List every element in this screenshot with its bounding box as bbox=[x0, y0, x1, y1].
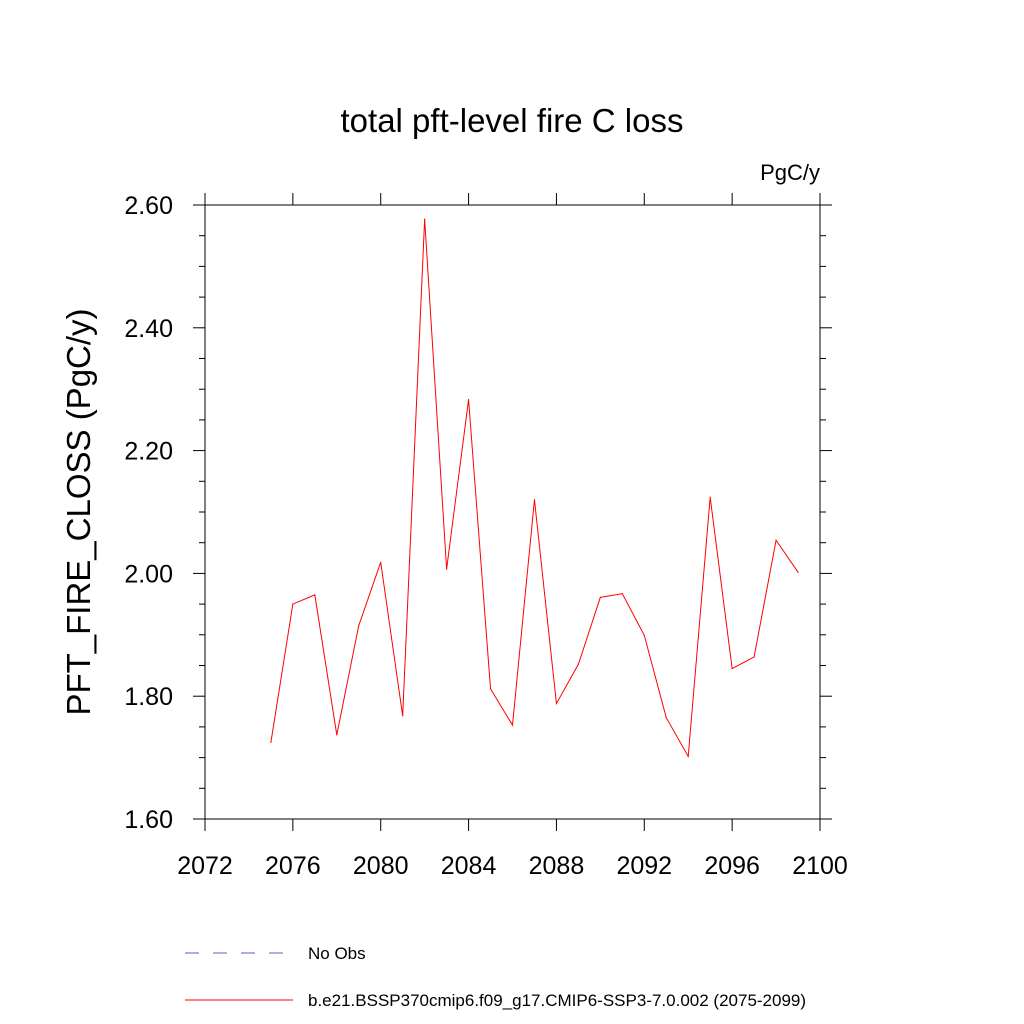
data-point-2081 bbox=[402, 715, 404, 717]
y-tick-label-1.60: 1.60 bbox=[124, 806, 173, 834]
y-tick-label-2.00: 2.00 bbox=[124, 560, 173, 588]
x-tick-label-2088: 2088 bbox=[529, 852, 585, 880]
data-point-2075 bbox=[270, 741, 272, 743]
data-point-2099 bbox=[797, 571, 799, 573]
y-tick-label-2.40: 2.40 bbox=[124, 315, 173, 343]
data-point-2086 bbox=[511, 724, 514, 726]
y-tick-label-2.60: 2.60 bbox=[124, 192, 173, 220]
data-point-2078 bbox=[336, 734, 338, 736]
axis-ticks: 2072 2076 2080 2084 2088 2092 2096 2100 1.60 1.80… bbox=[124, 192, 847, 880]
data-point-2082 bbox=[424, 218, 426, 220]
data-point-2085 bbox=[489, 688, 492, 690]
data-point-2096 bbox=[731, 667, 733, 670]
data-point-2091 bbox=[621, 593, 623, 595]
data-point-2095 bbox=[709, 496, 711, 498]
data-point-2088 bbox=[555, 702, 558, 705]
data-point-2094 bbox=[687, 755, 689, 757]
data-point-2089 bbox=[577, 663, 579, 665]
data-point-2079 bbox=[358, 624, 360, 627]
data-point-2098 bbox=[775, 539, 777, 541]
legend-label-no-obs: No Obs bbox=[308, 944, 366, 963]
plot-frame bbox=[204, 204, 821, 820]
x-tick-label-2080: 2080 bbox=[353, 852, 409, 880]
data-point-2077 bbox=[314, 594, 316, 596]
series-line-0 bbox=[270, 219, 799, 759]
x-tick-label-2072: 2072 bbox=[177, 852, 233, 880]
data-point-2093 bbox=[665, 717, 667, 719]
x-tick-label-2096: 2096 bbox=[704, 852, 760, 880]
legend: No Obs b.e21.BSSP370cmip6.f09_g17.CMIP6-… bbox=[185, 944, 806, 1010]
units-label: PgC/y bbox=[760, 160, 820, 185]
y-tick-label-2.20: 2.20 bbox=[124, 438, 173, 466]
data-point-2084 bbox=[467, 399, 470, 401]
x-tick-label-2084: 2084 bbox=[441, 852, 497, 880]
data-point-2090 bbox=[599, 596, 601, 598]
chart-title: total pft-level fire C loss bbox=[341, 102, 684, 139]
legend-label-model: b.e21.BSSP370cmip6.f09_g17.CMIP6-SSP3-7.… bbox=[308, 991, 806, 1010]
x-tick-label-2100: 2100 bbox=[792, 852, 848, 880]
series-layer bbox=[270, 218, 799, 759]
data-point-2087 bbox=[533, 499, 536, 501]
y-tick-label-1.80: 1.80 bbox=[124, 683, 173, 711]
data-point-2080 bbox=[380, 561, 382, 563]
data-point-2097 bbox=[753, 656, 755, 658]
y-axis-label: PFT_FIRE_CLOSS (PgC/y) bbox=[60, 308, 97, 715]
x-tick-label-2076: 2076 bbox=[265, 852, 321, 880]
data-point-2092 bbox=[643, 634, 645, 637]
data-point-2076 bbox=[292, 603, 294, 605]
x-tick-label-2092: 2092 bbox=[616, 852, 672, 880]
data-point-2083 bbox=[446, 568, 448, 570]
